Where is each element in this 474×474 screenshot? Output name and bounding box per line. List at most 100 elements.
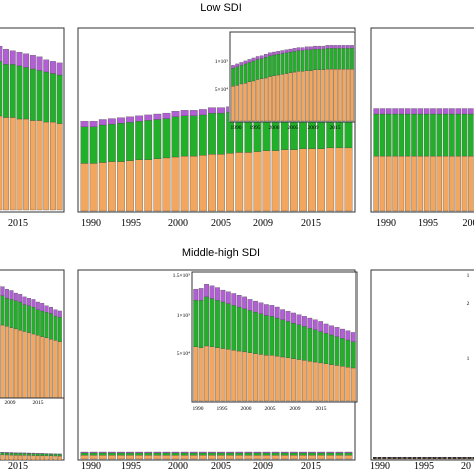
- top-inset-bar-purple-2001: [276, 51, 280, 55]
- bottom-center-bar-green-1990: [80, 452, 89, 456]
- top-inset-bar-purple-2008: [305, 46, 309, 50]
- bottom-left-lower-bar-purple-2006: [0, 452, 5, 453]
- top-left-bar-green-2016: [36, 70, 43, 121]
- bottom-inset-bar-purple-1997: [231, 293, 237, 306]
- top-left-bar-orange-2014: [23, 118, 30, 211]
- top-center-xtick-1990: 1990: [81, 218, 101, 229]
- top-right-bar-orange-1998: [423, 155, 430, 212]
- bottom-inset-bar-purple-2003: [263, 304, 269, 316]
- top-center-bar-purple-1997: [144, 114, 153, 121]
- bottom-center-bar-purple-2001: [180, 451, 189, 454]
- bottom-left-lower-bar-orange-2013: [31, 455, 36, 461]
- bottom-inset-bar-green-2006: [280, 319, 286, 358]
- bottom-center-bar-orange-2018: [335, 455, 344, 460]
- bottom-left-lower-bar-green-2010: [18, 453, 23, 456]
- bottom-center-bar-orange-2004: [208, 455, 216, 460]
- bottom-left-lower-bar-orange-2018: [53, 455, 58, 461]
- bottom-center-bar-purple-2009: [253, 451, 262, 454]
- top-right-bar-orange-2000: [436, 155, 443, 212]
- top-inset-bar-orange-2000: [272, 75, 276, 122]
- top-right-bar-green-2004: [461, 113, 468, 157]
- bottom-inset-bar-purple-1995: [220, 289, 226, 303]
- bottom-inset-bar-purple-2000: [247, 299, 253, 311]
- bottom-center-bar-purple-2005: [217, 451, 225, 454]
- bottom-center-bar-orange-1991: [89, 455, 98, 460]
- top-right-bar-purple-2002: [449, 108, 455, 115]
- top-center-bar-purple-1995: [126, 116, 134, 123]
- bottom-inset-bar-orange-1990: [193, 346, 199, 402]
- top-center-bar-green-1996: [135, 121, 144, 160]
- bottom-left-lower-bar-purple-2011: [22, 452, 27, 454]
- bottom-center-bar-purple-2000: [171, 451, 180, 454]
- top-right-bar-orange-1991: [379, 155, 386, 212]
- bottom-center-bar-orange-2015: [308, 455, 316, 460]
- top-inset-bar-green-2015: [333, 48, 338, 70]
- top-right-xtick-1995: 1995: [418, 218, 438, 229]
- bottom-inset-bar-green-1999: [242, 308, 247, 353]
- bottom-left-bar-orange-2016: [44, 337, 49, 399]
- top-left-bar-purple-2010: [0, 46, 3, 62]
- top-inset-bar-purple-2015: [333, 45, 338, 49]
- bottom-right-ytick-0: 1: [467, 273, 470, 279]
- top-center-bar-green-2003: [198, 114, 207, 156]
- bottom-inset-bar-green-2015: [329, 334, 334, 365]
- top-center-bar-orange-1992: [98, 162, 107, 212]
- top-right-bar-green-1996: [411, 113, 417, 157]
- bottom-inset-bar-green-2005: [274, 317, 280, 357]
- bottom-left-lower-bar-green-2013: [31, 453, 36, 456]
- top-center-xtick-2000: 2000: [168, 218, 188, 229]
- bottom-inset-bar-orange-2001: [253, 353, 258, 402]
- bottom-inset-bar-orange-2005: [274, 355, 280, 402]
- top-inset-bar-purple-1996: [255, 56, 260, 60]
- top-center-bar-purple-1991: [89, 121, 98, 127]
- bottom-inset-bar-orange-2014: [323, 363, 329, 402]
- bottom-left-lower-bar-orange-2009: [13, 454, 18, 461]
- top-inset-bar-green-2004: [288, 51, 293, 73]
- bottom-inset-xtick-2005: 2005: [265, 406, 276, 412]
- bottom-left-lower-bar-orange-2007: [5, 454, 9, 461]
- top-center-bar-purple-1990: [80, 121, 89, 127]
- bottom-inset-bar-green-1996: [225, 303, 231, 350]
- bottom-center-bar-green-1997: [144, 452, 153, 456]
- bottom-inset-xtick-1995: 1995: [217, 406, 228, 412]
- top-inset-bar-purple-2011: [317, 45, 321, 50]
- bottom-left-lower-bar-orange-2006: [0, 454, 5, 461]
- top-center-bar-green-1998: [153, 119, 162, 159]
- bottom-inset-bar-orange-1999: [242, 351, 247, 402]
- bottom-inset-bar-green-1991: [198, 300, 204, 348]
- bottom-inset-bar-green-2008: [291, 322, 296, 359]
- top-right-bar-purple-1995: [404, 108, 411, 115]
- top-inset-bar-green-2009: [309, 49, 313, 71]
- bottom-center-bar-purple-2006: [226, 451, 235, 454]
- bottom-left-bar-orange-2018: [53, 340, 58, 399]
- top-center-bar-orange-2001: [180, 155, 189, 212]
- bottom-left-bar-purple-2006: [0, 286, 5, 296]
- bottom-inset-bar-green-2009: [296, 324, 302, 360]
- bottom-inset-ytick-5e4: 5×10⁴: [177, 351, 190, 357]
- bottom-inset-xtick-2000: 2000: [241, 406, 252, 412]
- top-inset-bar-orange-1994: [247, 81, 252, 122]
- bottom-right-xtick-1990: 1990: [370, 461, 390, 472]
- bottom-center-bar-orange-2009: [253, 455, 262, 460]
- top-left-frame: [0, 27, 65, 213]
- top-inset-bar-green-2012: [321, 48, 326, 70]
- bottom-inset-bar-purple-2017: [340, 328, 345, 339]
- bottom-left-lower-bar-purple-2010: [18, 452, 23, 454]
- top-inset-bar-green-2011: [317, 48, 321, 70]
- top-center-bar-purple-2004: [208, 107, 216, 114]
- top-left-bar-orange-2017: [43, 121, 50, 211]
- bottom-center-bar-green-1998: [153, 452, 162, 456]
- top-left-bar-orange-2018: [50, 121, 56, 211]
- top-right-bar-orange-1993: [392, 155, 398, 212]
- top-center-bar-purple-2001: [180, 110, 189, 116]
- bottom-center-bar-purple-2013: [289, 451, 298, 454]
- bottom-center-bar-purple-2019: [344, 451, 353, 454]
- top-center-bar-orange-2011: [271, 150, 280, 212]
- top-center-bar-orange-2019: [344, 147, 353, 212]
- top-inset-bar-green-2001: [276, 54, 280, 76]
- top-center-bar-orange-2007: [235, 152, 244, 212]
- bottom-inset-bar-green-2012: [312, 329, 318, 363]
- bottom-left-lower-bar-green-2015: [40, 453, 45, 456]
- bottom-inset-bar-orange-2000: [247, 352, 253, 402]
- top-left-bar-purple-2014: [23, 53, 30, 68]
